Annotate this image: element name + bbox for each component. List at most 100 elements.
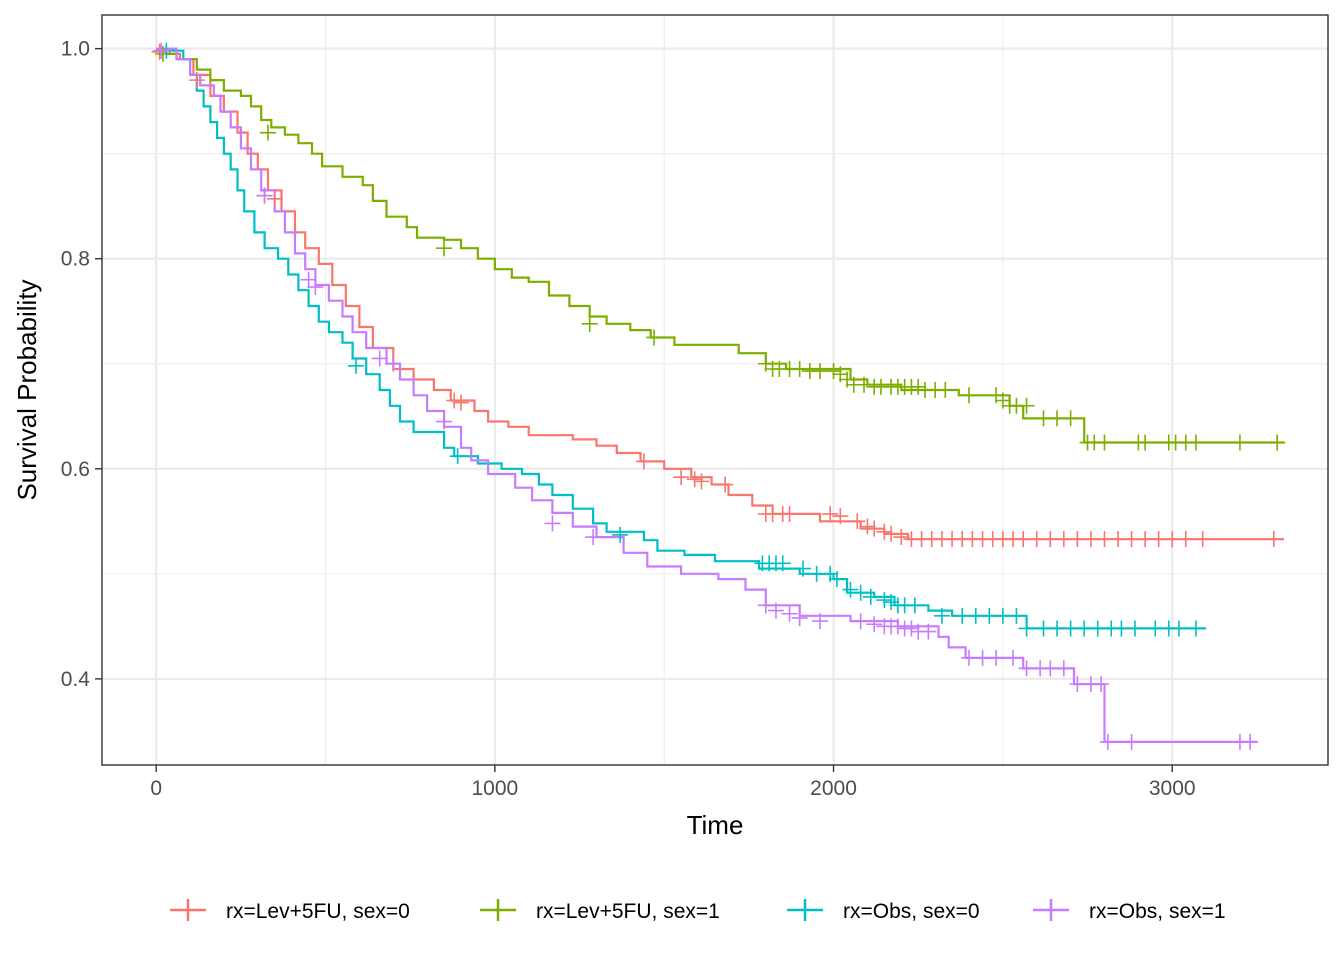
censor-mark-1 [1269,434,1286,451]
censor-mark-2 [876,592,893,609]
censor-mark-3 [866,616,883,633]
censor-mark-2 [954,607,971,624]
x-axis-ticks: 0 1000 2000 3000 [150,765,1196,800]
censor-mark-0 [1164,531,1181,548]
censor-mark-0 [717,476,734,493]
grid-minor [102,15,1328,765]
censor-mark-3 [974,649,991,666]
censor-mark-0 [893,529,910,546]
censor-mark-2 [1035,620,1052,637]
censor-mark-0 [866,520,883,537]
censor-mark-3 [1123,733,1140,750]
censor-mark-0 [1194,531,1211,548]
censor-mark-0 [859,518,876,535]
censor-mark-0 [635,453,652,470]
censor-mark-3 [961,649,978,666]
censor-mark-2 [348,357,365,374]
censor-mark-2 [449,448,466,465]
censor-mark-3 [889,618,906,635]
censor-mark-0 [188,72,205,89]
legend-item-3: rx=Obs, sex=1 [1033,899,1226,923]
censor-mark-2 [1147,620,1164,637]
censor-mark-2 [795,560,812,577]
censor-mark-1 [1231,434,1248,451]
censor-mark-3 [767,602,784,619]
censor-mark-1 [1096,434,1113,451]
censor-mark-1 [961,387,978,404]
censor-mark-1 [259,124,276,141]
plot-panel-border [101,14,1329,766]
legend-item-0: rx=Lev+5FU, sex=0 [170,899,410,923]
censor-mark-1 [436,240,453,257]
censor-mark-3 [371,350,388,367]
censor-mark-0 [1042,531,1059,548]
censor-mark-2 [981,607,998,624]
censor-mark-1 [1049,410,1066,427]
legend-item-1: rx=Lev+5FU, sex=1 [480,899,720,923]
censor-mark-2 [1170,620,1187,637]
legend: rx=Lev+5FU, sex=0 rx=Lev+5FU, sex=1 rx=O… [170,899,1226,923]
series-line-2 [156,47,1207,630]
x-tick-label: 2000 [810,777,857,800]
censor-mark-1 [1062,410,1079,427]
censor-mark-1 [1035,410,1052,427]
censor-mark-3 [757,597,774,614]
censor-mark-2 [883,594,900,611]
censor-mark-2 [1008,607,1025,624]
censor-mark-3 [988,649,1005,666]
series-line-3 [156,47,1257,743]
censor-mark-3 [781,605,798,622]
censor-mark-3 [1069,676,1086,693]
censor-mark-2 [994,607,1011,624]
y-tick-label: 0.4 [61,668,91,691]
censor-mark-1 [791,360,808,377]
censor-mark-2 [933,607,950,624]
censor-mark-3 [585,529,602,546]
censor-mark-1 [646,329,663,346]
censor-mark-3 [920,623,937,640]
censor-mark-3 [1099,733,1116,750]
censor-mark-1 [581,315,598,332]
y-axis-ticks: 0.4 0.6 0.8 1.0 [61,38,102,691]
censor-mark-2 [967,607,984,624]
censor-mark-2 [1062,620,1079,637]
censor-mark-3 [791,609,808,626]
censor-mark-3 [852,613,869,630]
legend-label-0: rx=Lev+5FU, sex=0 [226,900,410,923]
x-axis-title: Time [687,810,744,840]
censor-mark-2 [1049,620,1066,637]
censor-mark-2 [1126,620,1143,637]
censor-mark-1 [1018,397,1035,414]
censor-mark-1 [811,363,828,380]
censor-mark-1 [937,382,954,398]
censor-mark-2 [906,597,923,614]
grid-major [102,15,1328,765]
censor-mark-3 [1055,660,1072,677]
censor-mark-3 [385,355,402,372]
censor-mark-1 [856,376,873,393]
censor-mark-2 [1187,620,1204,637]
censor-mark-3 [307,279,324,296]
censor-mark-0 [446,392,463,409]
censor-mark-3 [811,613,828,630]
censor-mark-2 [852,584,869,601]
censor-mark-0 [1069,531,1086,548]
censor-mark-0 [1096,531,1113,548]
censor-mark-3 [544,515,561,532]
legend-item-2: rx=Obs, sex=0 [787,899,980,923]
legend-label-2: rx=Obs, sex=0 [843,900,980,923]
y-tick-label: 1.0 [61,38,90,61]
censor-mark-0 [1110,531,1127,548]
censor-mark-1 [1187,434,1204,451]
censor-mark-2 [1076,620,1093,637]
censor-mark-0 [693,473,710,490]
censor-mark-0 [822,505,839,522]
censor-mark-0 [1177,531,1194,548]
censor-mark-2 [774,555,791,572]
censor-mark-0 [1137,531,1154,548]
censor-mark-0 [1055,531,1072,548]
censor-mark-3 [1093,676,1110,693]
censor-mark-2 [862,588,879,605]
censor-mark-3 [153,42,170,59]
censor-mark-0 [151,43,168,60]
